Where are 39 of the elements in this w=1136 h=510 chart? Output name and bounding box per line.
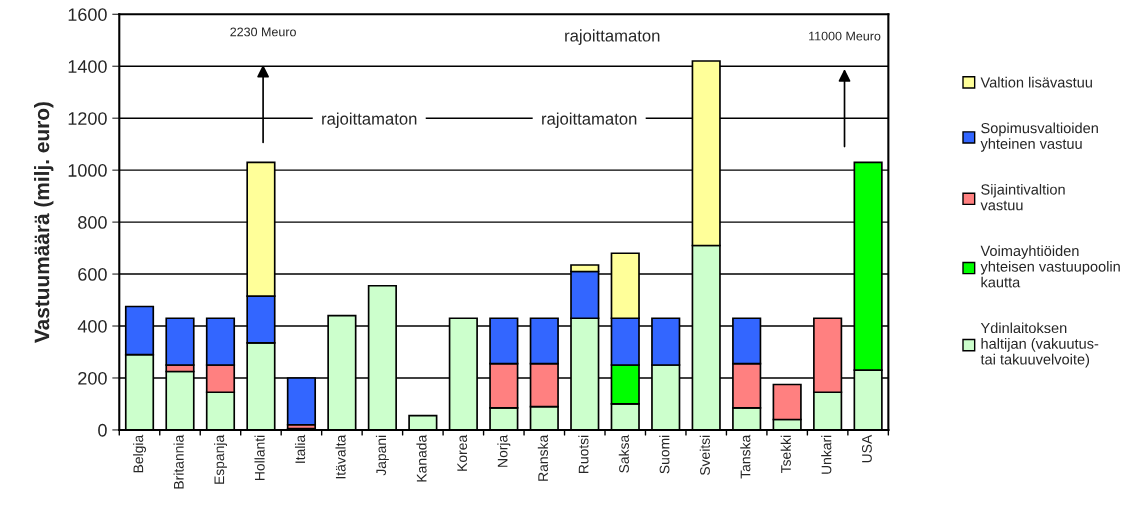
- y-tick-label: 400: [77, 319, 107, 333]
- x-tick-label: Hollanti: [254, 435, 265, 480]
- x-tick-label: Ranska: [537, 434, 549, 481]
- x-tick-label: Kanada: [416, 434, 427, 482]
- y-tick-label: 600: [78, 268, 107, 281]
- annotation: rajoittamaton: [565, 29, 660, 45]
- y-tick-label: 1600: [68, 8, 107, 21]
- x-tick-label: USA: [862, 434, 872, 463]
- x-tick-label: Korea: [457, 434, 468, 471]
- x-tick-label: Italia: [294, 434, 306, 463]
- x-tick-label: Norja: [497, 434, 511, 467]
- x-tick-label: Suomi: [659, 435, 670, 474]
- x-tick-label: Britannia: [173, 434, 184, 489]
- y-axis-title: Vastuumäärä (milj. euro): [34, 102, 54, 343]
- annotation: rajoittamaton: [542, 112, 637, 129]
- y-tick-label: 1000: [68, 164, 107, 177]
- legend-label: Ydinlaitoksen haltijan (vakuutus- tai takuuvelvoite): [980, 322, 1099, 368]
- x-tick-label: Itävalta: [335, 434, 346, 479]
- x-tick-label: Tsekki: [780, 435, 791, 474]
- y-tick-label: 1400: [68, 60, 107, 73]
- y-tick-label: 1200: [68, 112, 107, 125]
- annotation: rajoittamaton: [322, 112, 417, 129]
- x-tick-label: Unkari: [821, 435, 832, 474]
- y-tick-label: 0: [98, 423, 107, 437]
- annotation: 11000 Meuro: [809, 31, 881, 41]
- y-tick-label: 200: [78, 371, 107, 385]
- annotation: 2230 Meuro: [230, 27, 296, 37]
- x-tick-label: Saksa: [618, 434, 629, 473]
- legend-label: Voimayhtiöiden yhteisen vastuupoolin kautta: [980, 245, 1120, 288]
- x-tick-label: Japani: [375, 435, 389, 476]
- legend-label: Sopimusvaltioiden yhteinen vastuu: [980, 122, 1098, 152]
- x-tick-label: Ruotsi: [578, 435, 589, 474]
- x-tick-label: Tanska: [740, 434, 751, 479]
- x-tick-label: Sveitsi: [699, 435, 710, 476]
- legend-label: Valtion lisävastuu: [980, 76, 1092, 88]
- legend-label: Sijaintivaltion vastuu: [980, 183, 1065, 211]
- x-tick-label: Espanja: [214, 434, 227, 484]
- x-tick-label: Belgia: [133, 434, 146, 473]
- y-tick-label: 800: [78, 216, 107, 229]
